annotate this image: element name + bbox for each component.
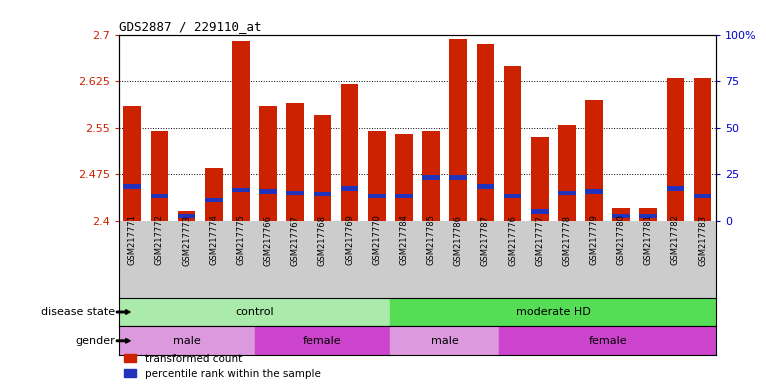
Bar: [585, 100, 603, 221]
Bar: [476, 184, 494, 189]
Bar: [422, 131, 440, 221]
Bar: [558, 191, 576, 195]
Bar: [313, 115, 331, 221]
Bar: [368, 131, 385, 221]
Bar: [531, 137, 548, 221]
Bar: [450, 175, 467, 179]
Bar: [205, 168, 223, 221]
Bar: [612, 209, 630, 221]
Bar: [612, 214, 630, 218]
Bar: [640, 214, 657, 218]
Bar: [313, 192, 331, 196]
Bar: [341, 186, 358, 191]
Text: GDS2887 / 229110_at: GDS2887 / 229110_at: [119, 20, 261, 33]
Bar: [558, 124, 576, 221]
Bar: [395, 134, 413, 221]
Bar: [232, 41, 250, 221]
Bar: [395, 194, 413, 198]
Bar: [341, 84, 358, 221]
Bar: [286, 191, 304, 195]
Bar: [585, 189, 603, 194]
Bar: [391, 298, 716, 326]
Bar: [504, 194, 522, 198]
Bar: [476, 44, 494, 221]
Bar: [151, 131, 169, 221]
Bar: [259, 106, 277, 221]
Bar: [123, 106, 141, 221]
Text: control: control: [235, 307, 273, 317]
Text: female: female: [588, 336, 627, 346]
Legend: transformed count, percentile rank within the sample: transformed count, percentile rank withi…: [124, 354, 321, 379]
Bar: [499, 326, 716, 355]
Bar: [286, 103, 304, 221]
Text: male: male: [430, 336, 459, 346]
Bar: [205, 198, 223, 202]
Bar: [504, 66, 522, 221]
Bar: [123, 184, 141, 189]
Bar: [232, 188, 250, 192]
Text: gender: gender: [75, 336, 115, 346]
Bar: [666, 186, 684, 191]
Bar: [259, 189, 277, 194]
Text: female: female: [303, 336, 342, 346]
Bar: [422, 175, 440, 179]
Bar: [694, 194, 712, 198]
Bar: [119, 326, 254, 355]
Bar: [450, 39, 467, 221]
Bar: [151, 194, 169, 198]
Bar: [368, 194, 385, 198]
Bar: [178, 212, 195, 221]
Bar: [119, 298, 391, 326]
Bar: [531, 209, 548, 214]
Text: moderate HD: moderate HD: [516, 307, 591, 317]
Text: male: male: [173, 336, 201, 346]
Bar: [694, 78, 712, 221]
Bar: [666, 78, 684, 221]
Bar: [178, 214, 195, 218]
Bar: [391, 326, 499, 355]
Bar: [640, 209, 657, 221]
Bar: [254, 326, 391, 355]
Text: disease state: disease state: [41, 307, 115, 317]
